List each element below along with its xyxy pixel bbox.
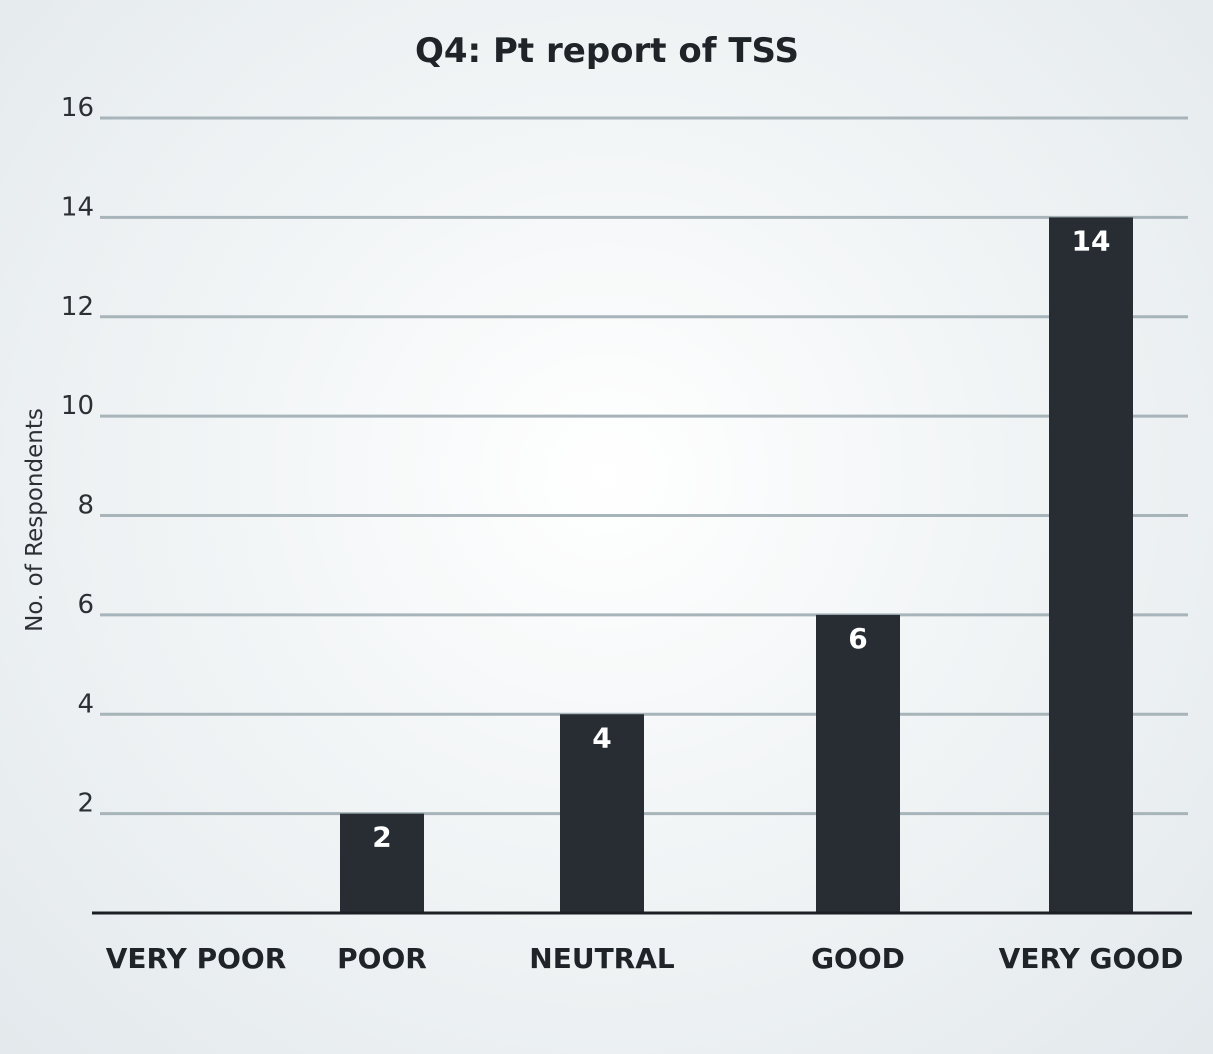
x-tick-label: NEUTRAL	[529, 942, 675, 975]
y-tick-label: 16	[61, 93, 94, 123]
bar	[560, 714, 644, 913]
y-tick-label: 12	[61, 292, 94, 322]
y-tick-label: 8	[77, 491, 94, 521]
y-tick-label: 10	[61, 391, 94, 421]
x-tick-label: VERY GOOD	[999, 942, 1184, 975]
bar	[340, 813, 424, 913]
x-tick-label: VERY POOR	[106, 942, 287, 975]
y-tick-label: 6	[77, 590, 94, 620]
bar	[1049, 217, 1133, 913]
gridlines	[100, 116, 1188, 816]
x-tick-label: GOOD	[811, 942, 905, 975]
data-labels: 2 4 6 14	[372, 224, 1110, 853]
bar	[816, 614, 900, 913]
y-axis-label: No. of Respondents	[22, 408, 48, 632]
tick-labels: 2 4 6 8 10 12 14 16 VERY POOR POOR NEUTRAL GOOD VERY…	[61, 93, 1183, 975]
chart-title: Q4: Pt report of TSS	[415, 31, 799, 71]
data-label: 2	[372, 821, 391, 854]
y-tick-label: 2	[77, 789, 94, 819]
data-label: 14	[1072, 224, 1111, 257]
x-tick-label: POOR	[337, 942, 427, 975]
y-tick-label: 14	[61, 192, 94, 222]
bars	[340, 217, 1133, 913]
data-label: 6	[848, 622, 867, 655]
data-label: 4	[592, 721, 611, 754]
y-tick-label: 4	[77, 689, 94, 719]
